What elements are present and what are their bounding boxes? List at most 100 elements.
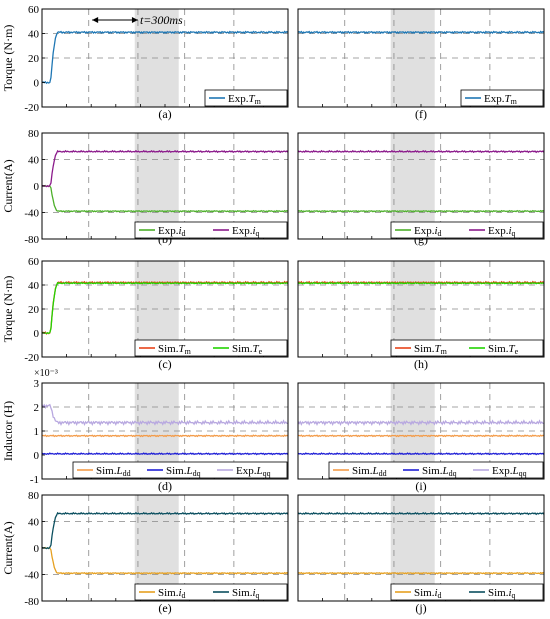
panel-label: (d) [158,479,172,493]
series-line [41,149,289,188]
y-tick-label: -40 [24,208,39,220]
y-tick-label: 20 [28,53,40,65]
legend-entry: Sim.Ldd [352,465,387,478]
legend-entry: Exp.Lqq [236,465,271,478]
legend-box [460,89,544,107]
y-axis-label: Torque (N·m) [1,276,15,343]
y-tick-label: 60 [28,4,40,16]
y-tick-label: -40 [24,570,39,582]
legend-entry: Sim.id [414,587,442,600]
y-tick-label: 80 [28,490,40,502]
legend-entry: Sim.Te [232,343,263,356]
panel-i: (i) Sim.Ldd Sim.Ldq Exp.Lqq [297,382,545,493]
legend-entry: Sim.iq [488,587,516,600]
panel-label: (e) [158,601,171,615]
panel-e: -80 -40 0 40 80 (e)Sim.id Sim.iq [24,490,289,615]
legend-box [72,461,288,479]
legend-box [390,221,544,239]
y-tick-label: 0 [34,450,40,462]
series-line [41,184,289,213]
shaded-region [134,495,179,601]
series-line [297,281,545,285]
scale-note: ×10⁻³ [34,368,58,379]
y-tick-label: -80 [24,234,39,246]
series-line [41,30,289,85]
legend-entry: Sim.Tm [158,343,192,356]
y-tick-label: 60 [28,256,40,268]
panel-label: (f) [415,107,427,121]
legend-box [390,339,544,357]
y-tick-label: 40 [28,280,40,292]
series-line [41,403,289,426]
series-line [41,452,289,456]
panel-label: (a) [158,107,171,121]
annotation-text: t=300ms [140,13,183,27]
y-tick-label: 0 [34,78,40,90]
y-axis-label: Current(A) [1,159,15,212]
panel-h: (h)Sim.Tm Sim.Te [297,260,545,371]
legend: Sim.id Sim.iq [134,583,288,601]
series-line [41,511,289,550]
panel-c: -20 0 20 40 60 (c)Sim.Tm Sim.Te [24,256,289,371]
legend-box [134,221,288,239]
legend-entry: Exp.iq [488,225,516,238]
legend: Exp.id Exp.iq [390,221,544,239]
panel-j: (j)Sim.id Sim.iq [297,494,545,615]
y-tick-label: -20 [24,352,39,364]
panel-label: (i) [415,479,426,493]
series-line [41,546,289,575]
y-tick-label: 1 [34,426,40,438]
y-tick-label: 0 [34,328,40,340]
legend-box [204,89,288,107]
legend-entry: Exp.id [158,225,186,238]
panel-g: (g)Exp.id Exp.iq [297,132,545,246]
y-tick-label: -1 [30,474,39,486]
legend-entry: Exp.iq [232,225,260,238]
legend: Exp.Tm [204,89,288,107]
panel-f: (f) Exp.Tm [297,8,545,121]
series-line [297,209,545,213]
y-tick-label: 0 [34,181,40,193]
series-line [297,419,545,426]
series-line [297,149,545,154]
panel-a: -20 0 20 40 60 (a) Exp.Tm [24,4,289,121]
shaded-region [134,133,179,239]
legend-entry: Exp.Tm [484,93,518,106]
y-tick-label: 20 [28,304,40,316]
legend: Sim.id Sim.iq [390,583,544,601]
legend: Exp.Tm [460,89,544,107]
legend-entry: Exp.id [414,225,442,238]
y-tick-label: 40 [28,517,40,529]
legend-entry: Sim.Ldd [96,465,131,478]
series-line [41,281,289,335]
legend-box [390,583,544,601]
series-line [297,30,545,35]
y-tick-label: -80 [24,596,39,608]
series-line [41,434,289,438]
y-tick-label: 80 [28,128,40,140]
legend-entry: Sim.Tm [414,343,448,356]
y-axis-label: Inductor (H) [1,401,15,461]
y-tick-label: 40 [28,29,40,41]
legend-entry: Exp.Lqq [492,465,527,478]
legend-entry: Sim.Te [488,343,519,356]
legend-entry: Sim.id [158,587,186,600]
series-line [297,511,545,516]
legend-entry: Sim.Ldq [422,465,457,478]
y-tick-label: 3 [34,378,40,390]
shaded-region [390,133,435,239]
panel-label: (h) [414,357,428,371]
series-line [297,434,545,438]
y-axis-label: Current(A) [1,521,15,574]
legend: Exp.id Exp.iq [134,221,288,239]
y-tick-label: -20 [24,102,39,114]
panel-label: (j) [415,601,426,615]
legend-box [134,583,288,601]
legend: Sim.Tm Sim.Te [134,339,288,357]
series-line [297,571,545,575]
panel-label: (c) [158,357,171,371]
legend-entry: Sim.iq [232,587,260,600]
series-line [297,452,545,456]
